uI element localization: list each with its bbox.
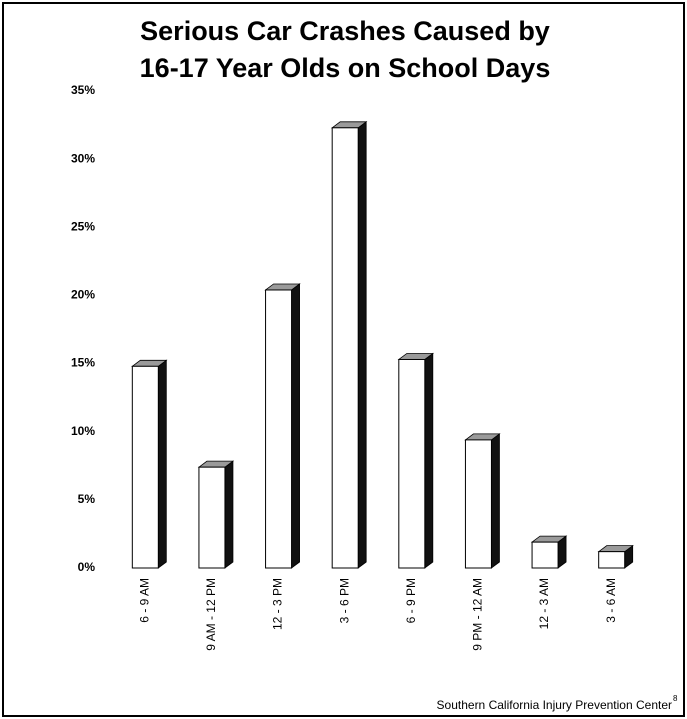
x-tick-label: 6 - 9 PM	[404, 578, 418, 623]
bar	[398, 358, 426, 569]
y-tick-label: 10%	[71, 424, 95, 438]
bar-side	[424, 352, 434, 569]
y-tick-label: 15%	[71, 356, 95, 370]
bar	[598, 551, 626, 569]
y-tick-label: 5%	[78, 492, 96, 506]
x-tick-label: 3 - 6 AM	[604, 578, 618, 623]
bar	[531, 541, 559, 569]
bar	[265, 289, 293, 569]
chart-title: Serious Car Crashes Caused by	[140, 16, 550, 46]
y-tick-label: 20%	[71, 288, 95, 302]
y-tick-label: 0%	[78, 560, 96, 574]
footnote: 8	[673, 694, 678, 703]
bar	[198, 466, 226, 569]
bar	[131, 365, 159, 569]
x-tick-label: 12 - 3 AM	[537, 578, 551, 629]
y-tick-label: 35%	[71, 83, 95, 97]
y-tick-label: 25%	[71, 219, 95, 233]
x-tick-label: 9 AM - 12 PM	[204, 578, 218, 651]
x-tick-label: 12 - 3 PM	[271, 578, 285, 630]
bar-side	[291, 283, 300, 569]
source: Southern California Injury Prevention Ce…	[437, 698, 672, 712]
bar-side	[491, 433, 500, 569]
x-tick-label: 3 - 6 PM	[337, 578, 351, 623]
x-tick-label: 6 - 9 AM	[137, 578, 151, 623]
bar-side	[157, 359, 167, 569]
bar	[464, 439, 492, 569]
chart-title: 16-17 Year Olds on School Days	[140, 53, 551, 83]
bar	[331, 127, 359, 569]
bar-side	[357, 120, 367, 569]
bar-side	[224, 460, 234, 569]
x-tick-label: 9 PM - 12 AM	[471, 578, 485, 651]
y-tick-label: 30%	[71, 151, 95, 165]
